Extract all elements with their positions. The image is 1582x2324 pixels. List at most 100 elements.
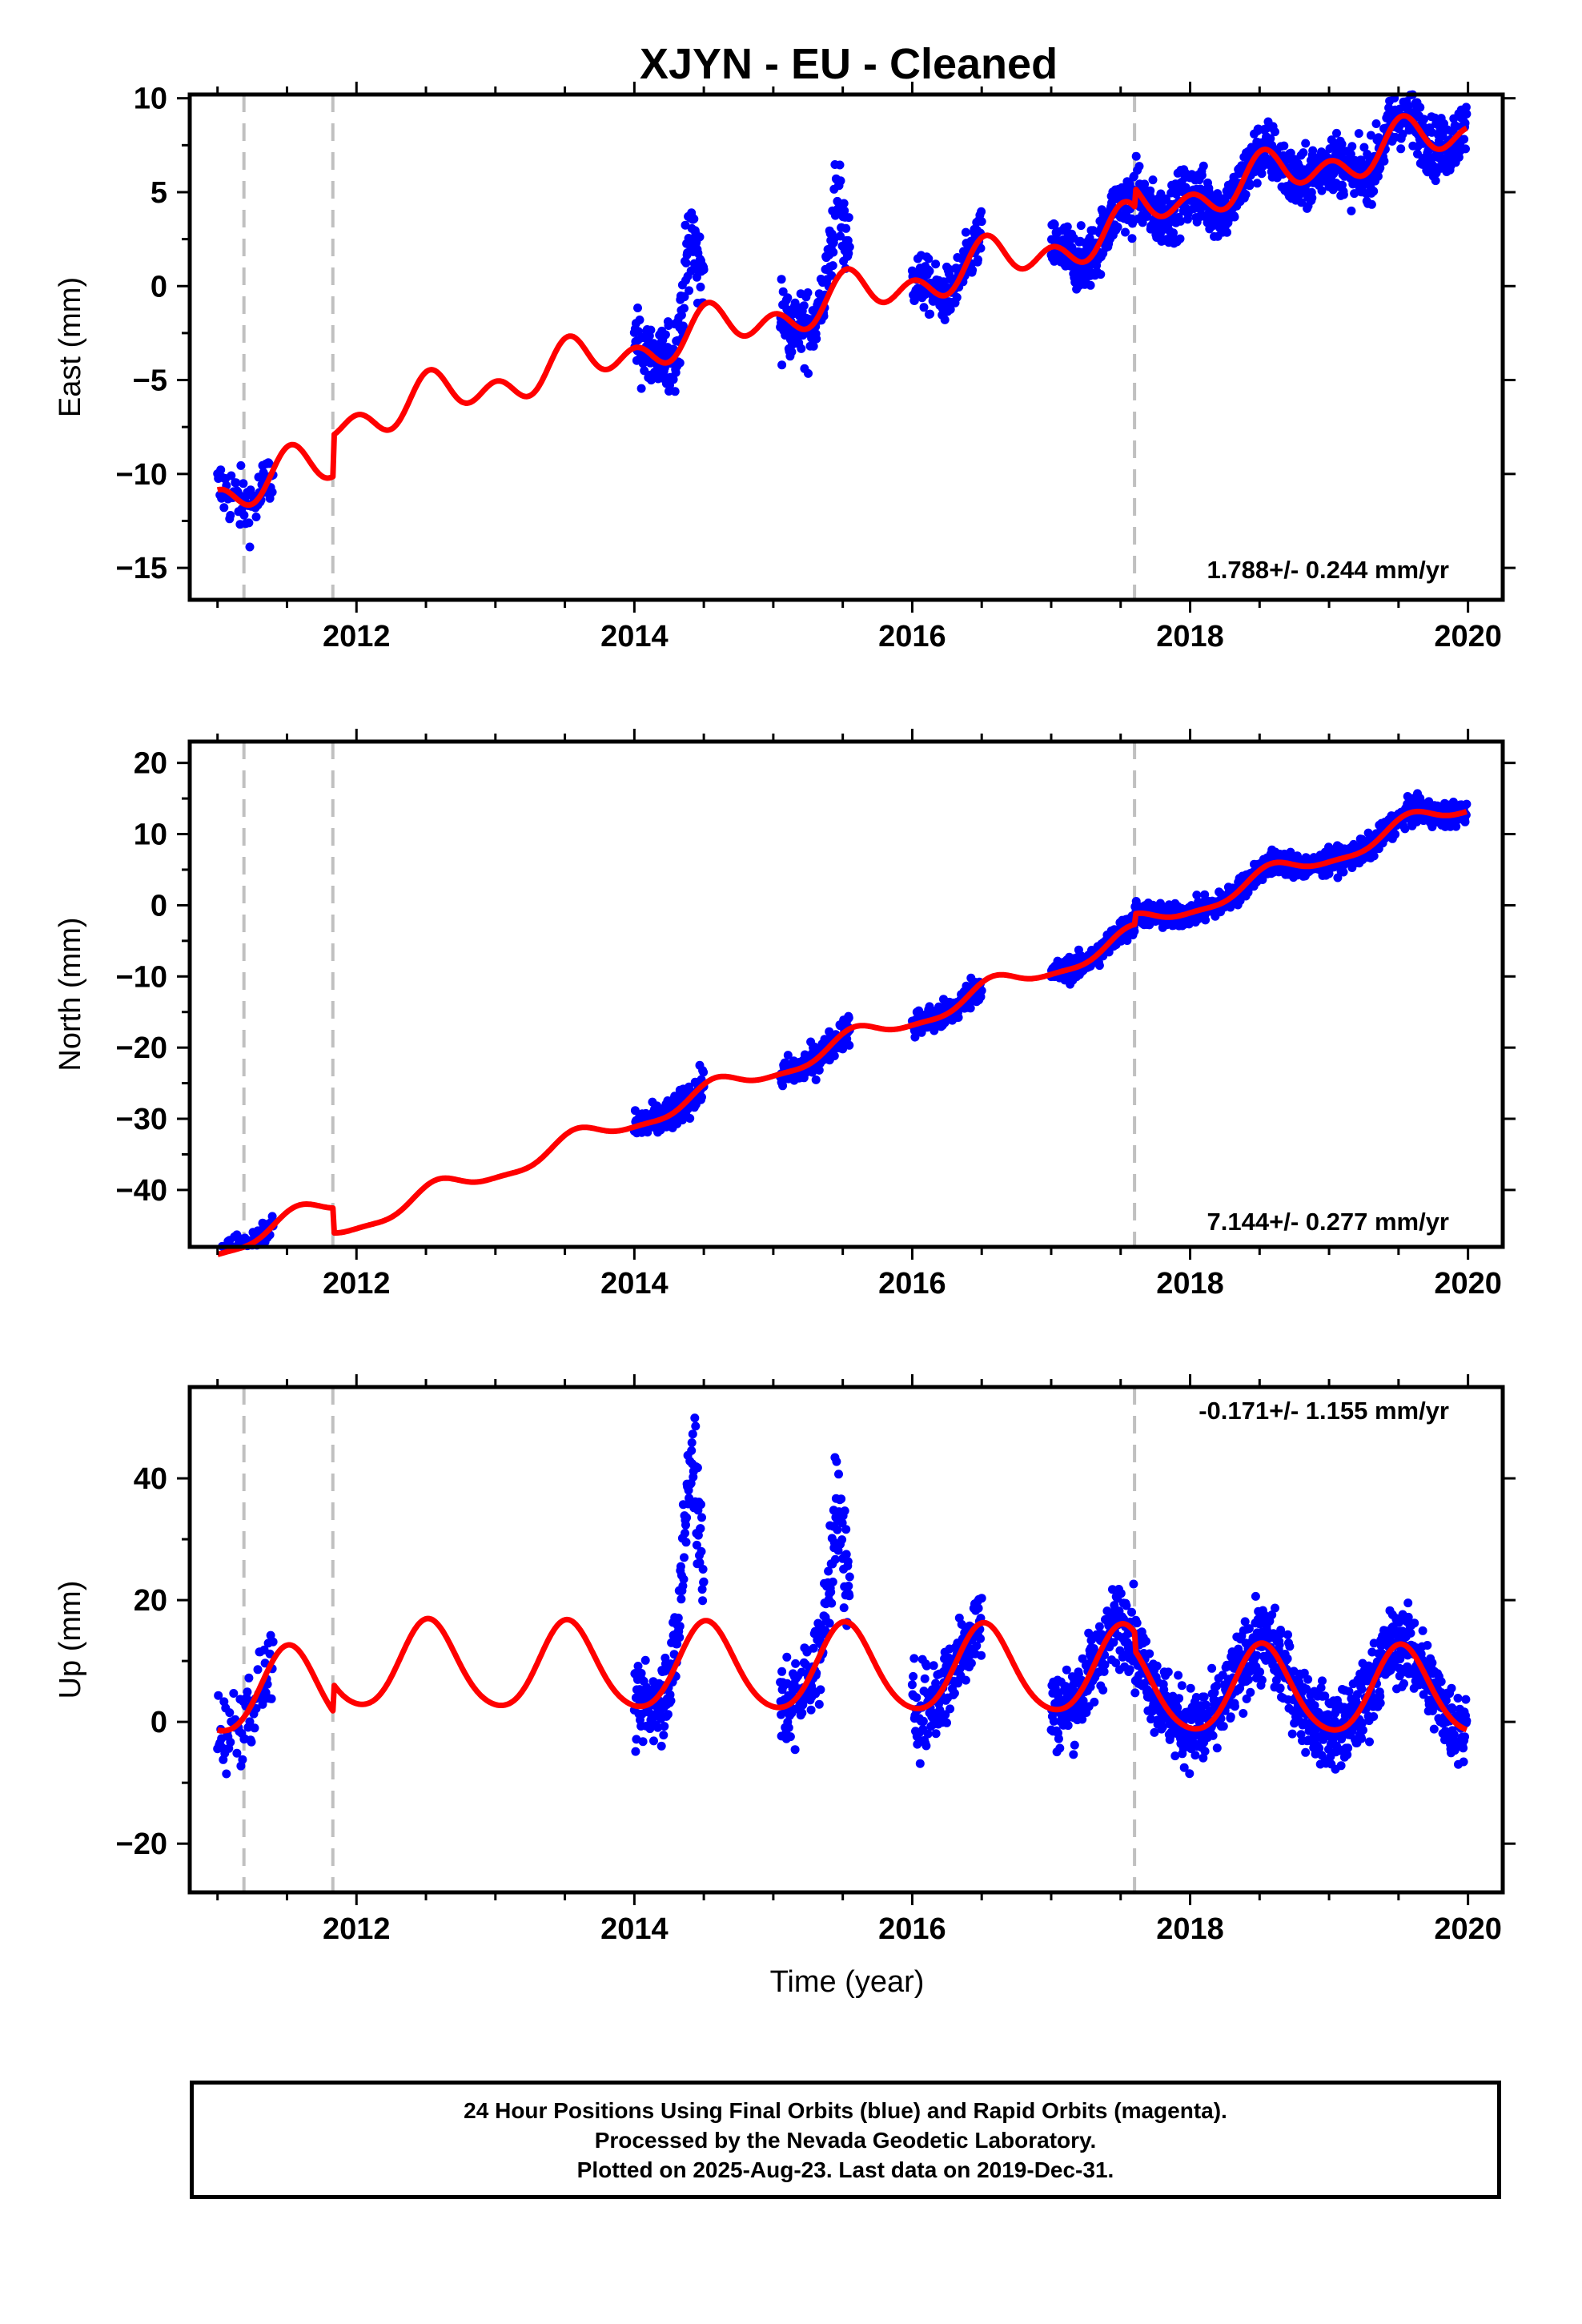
up-data-point: [1318, 1676, 1327, 1686]
up-data-point: [828, 1577, 837, 1586]
up-data-point: [676, 1562, 685, 1571]
east-x-tick-label: 2016: [878, 620, 946, 653]
up-data-point: [784, 1723, 793, 1732]
up-data-point: [1283, 1654, 1292, 1663]
east-data-point: [840, 206, 849, 215]
east-data-point: [1369, 187, 1379, 196]
east-data-point: [977, 207, 986, 216]
east-data-point: [946, 304, 955, 314]
up-data-point: [225, 1708, 235, 1718]
up-data-point: [1199, 1692, 1209, 1702]
up-data-point: [1200, 1747, 1210, 1756]
up-data-point: [1163, 1667, 1173, 1677]
up-data-point: [840, 1506, 849, 1516]
east-data-point: [680, 292, 689, 302]
up-data-point: [697, 1500, 705, 1510]
east-data-point: [1347, 206, 1356, 215]
east-data-point: [231, 478, 241, 488]
up-data-point: [834, 1470, 843, 1479]
up-data-point: [1287, 1729, 1297, 1739]
east-data-point: [829, 247, 838, 257]
east-data-point: [799, 301, 809, 311]
east-data-point: [1140, 179, 1150, 189]
east-y-tick-label: −15: [116, 552, 167, 585]
north-plot-frame: [187, 739, 1505, 1249]
east-data-point: [1419, 115, 1428, 124]
up-data-point: [921, 1741, 931, 1751]
north-data-point: [845, 1040, 854, 1050]
east-data-point: [633, 304, 642, 312]
east-data-point: [787, 347, 797, 356]
east-data-point: [1347, 142, 1357, 151]
up-data-point: [659, 1731, 669, 1740]
up-data-point: [681, 1538, 691, 1547]
east-data-point: [696, 282, 705, 292]
north-y-axis-label: North (mm): [54, 917, 87, 1071]
east-y-axis-label: East (mm): [54, 277, 87, 417]
up-data-point: [666, 1696, 676, 1706]
east-data-point: [1127, 234, 1137, 243]
north-y-tick-label: −10: [116, 960, 167, 994]
up-data-point: [837, 1494, 846, 1504]
up-data-point: [222, 1769, 231, 1779]
up-data-point: [931, 1729, 941, 1739]
east-data-point: [1085, 233, 1094, 243]
east-data-point: [1134, 162, 1144, 171]
east-data-point: [1460, 135, 1469, 144]
east-data-point: [1086, 280, 1095, 290]
east-data-point: [1301, 139, 1311, 148]
up-data-point: [640, 1655, 650, 1665]
north-panel: 2012 2014 2016 2018 2020−40−30−20−1001020Nor…: [54, 729, 1516, 1301]
up-data-point: [777, 1667, 787, 1676]
up-data-point: [1098, 1685, 1108, 1695]
up-data-point: [679, 1574, 689, 1584]
east-data-point: [689, 214, 699, 223]
up-data-point: [697, 1546, 706, 1556]
figure-title: XJYN - EU - Cleaned: [640, 40, 1058, 88]
east-data-point: [925, 267, 934, 275]
east-data-point: [1138, 218, 1147, 227]
up-data-point: [675, 1622, 685, 1631]
north-data-point: [811, 1075, 821, 1084]
east-data-point: [1299, 148, 1308, 158]
up-data-point: [1212, 1681, 1222, 1691]
east-data-point: [844, 213, 853, 223]
east-y-tick-label: 5: [151, 176, 167, 210]
east-data-point: [777, 360, 787, 370]
up-data-point: [1207, 1663, 1217, 1673]
up-data-point: [785, 1732, 795, 1742]
east-data-point: [661, 330, 670, 340]
east-data-point: [264, 459, 274, 468]
up-data-point: [687, 1445, 697, 1455]
east-y-tick-label: −5: [133, 364, 167, 398]
up-data-point: [966, 1659, 976, 1668]
up-data-point: [797, 1708, 807, 1718]
north-x-tick-label: 2012: [323, 1267, 391, 1301]
up-data-point: [675, 1633, 685, 1642]
east-y-tick-label: 10: [134, 82, 167, 116]
up-data-point: [682, 1513, 692, 1522]
east-data-point: [1271, 127, 1279, 137]
east-data-point: [1076, 221, 1086, 231]
up-data-point: [841, 1525, 851, 1534]
up-data-point: [1090, 1697, 1099, 1707]
east-data-point: [681, 258, 691, 267]
east-data-point: [783, 293, 793, 303]
east-data-point: [812, 334, 821, 344]
east-data-point: [1461, 144, 1470, 154]
east-data-point: [924, 254, 934, 263]
east-x-tick-label: 2020: [1434, 620, 1502, 653]
north-data-points: [218, 789, 1472, 1252]
up-data-point: [1125, 1665, 1134, 1675]
east-data-point: [1148, 175, 1158, 185]
up-data-point: [782, 1652, 792, 1662]
east-data-point: [1252, 179, 1262, 188]
up-data-point: [929, 1661, 938, 1671]
up-data-point: [1142, 1637, 1150, 1646]
east-data-point: [1241, 190, 1251, 199]
east-data-point: [1415, 103, 1425, 112]
up-data-point: [1336, 1761, 1346, 1771]
east-data-point: [669, 375, 678, 384]
east-data-point: [226, 511, 235, 520]
north-x-tick-label: 2014: [600, 1267, 669, 1301]
